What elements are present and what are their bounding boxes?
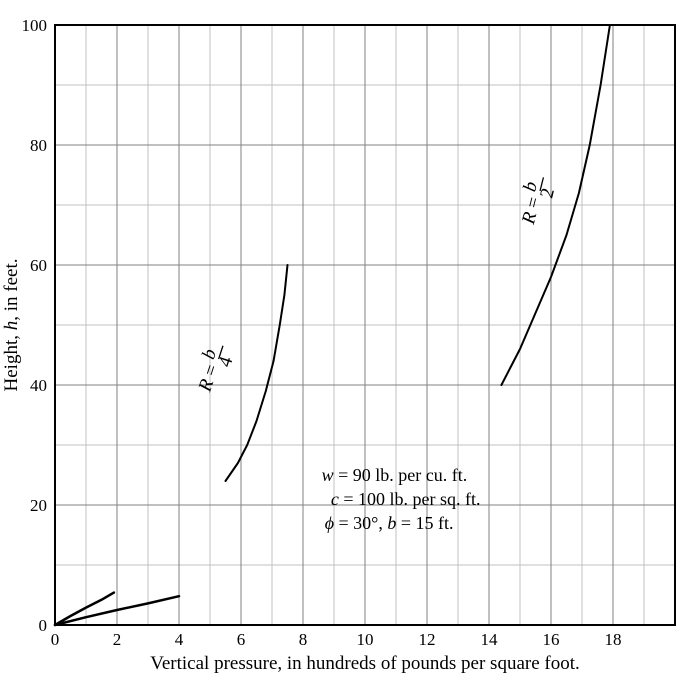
- ytick-label: 100: [22, 16, 48, 35]
- ytick-label: 20: [30, 496, 47, 515]
- x-axis-label: Vertical pressure, in hundreds of pounds…: [150, 653, 580, 674]
- xtick-label: 2: [113, 630, 122, 649]
- xtick-label: 6: [237, 630, 246, 649]
- xtick-label: 4: [175, 630, 184, 649]
- ytick-label: 40: [30, 376, 47, 395]
- xtick-label: 18: [605, 630, 622, 649]
- xtick-label: 12: [419, 630, 436, 649]
- ytick-label: 60: [30, 256, 47, 275]
- y-axis-label: Height, h, in feet.: [1, 259, 22, 392]
- parameter-annotation: ϕ = 30°, b = 15 ft.: [325, 513, 454, 533]
- xtick-label: 0: [51, 630, 60, 649]
- xtick-label: 8: [299, 630, 308, 649]
- pressure-height-chart: R = b4R = b2024681012141618020406080100V…: [0, 0, 700, 698]
- ytick-label: 80: [30, 136, 47, 155]
- parameter-annotation: c = 100 lb. per sq. ft.: [331, 489, 481, 509]
- parameter-annotation: w = 90 lb. per cu. ft.: [322, 465, 468, 485]
- xtick-label: 10: [357, 630, 374, 649]
- xtick-label: 16: [543, 630, 560, 649]
- ytick-label: 0: [39, 616, 48, 635]
- xtick-label: 14: [481, 630, 499, 649]
